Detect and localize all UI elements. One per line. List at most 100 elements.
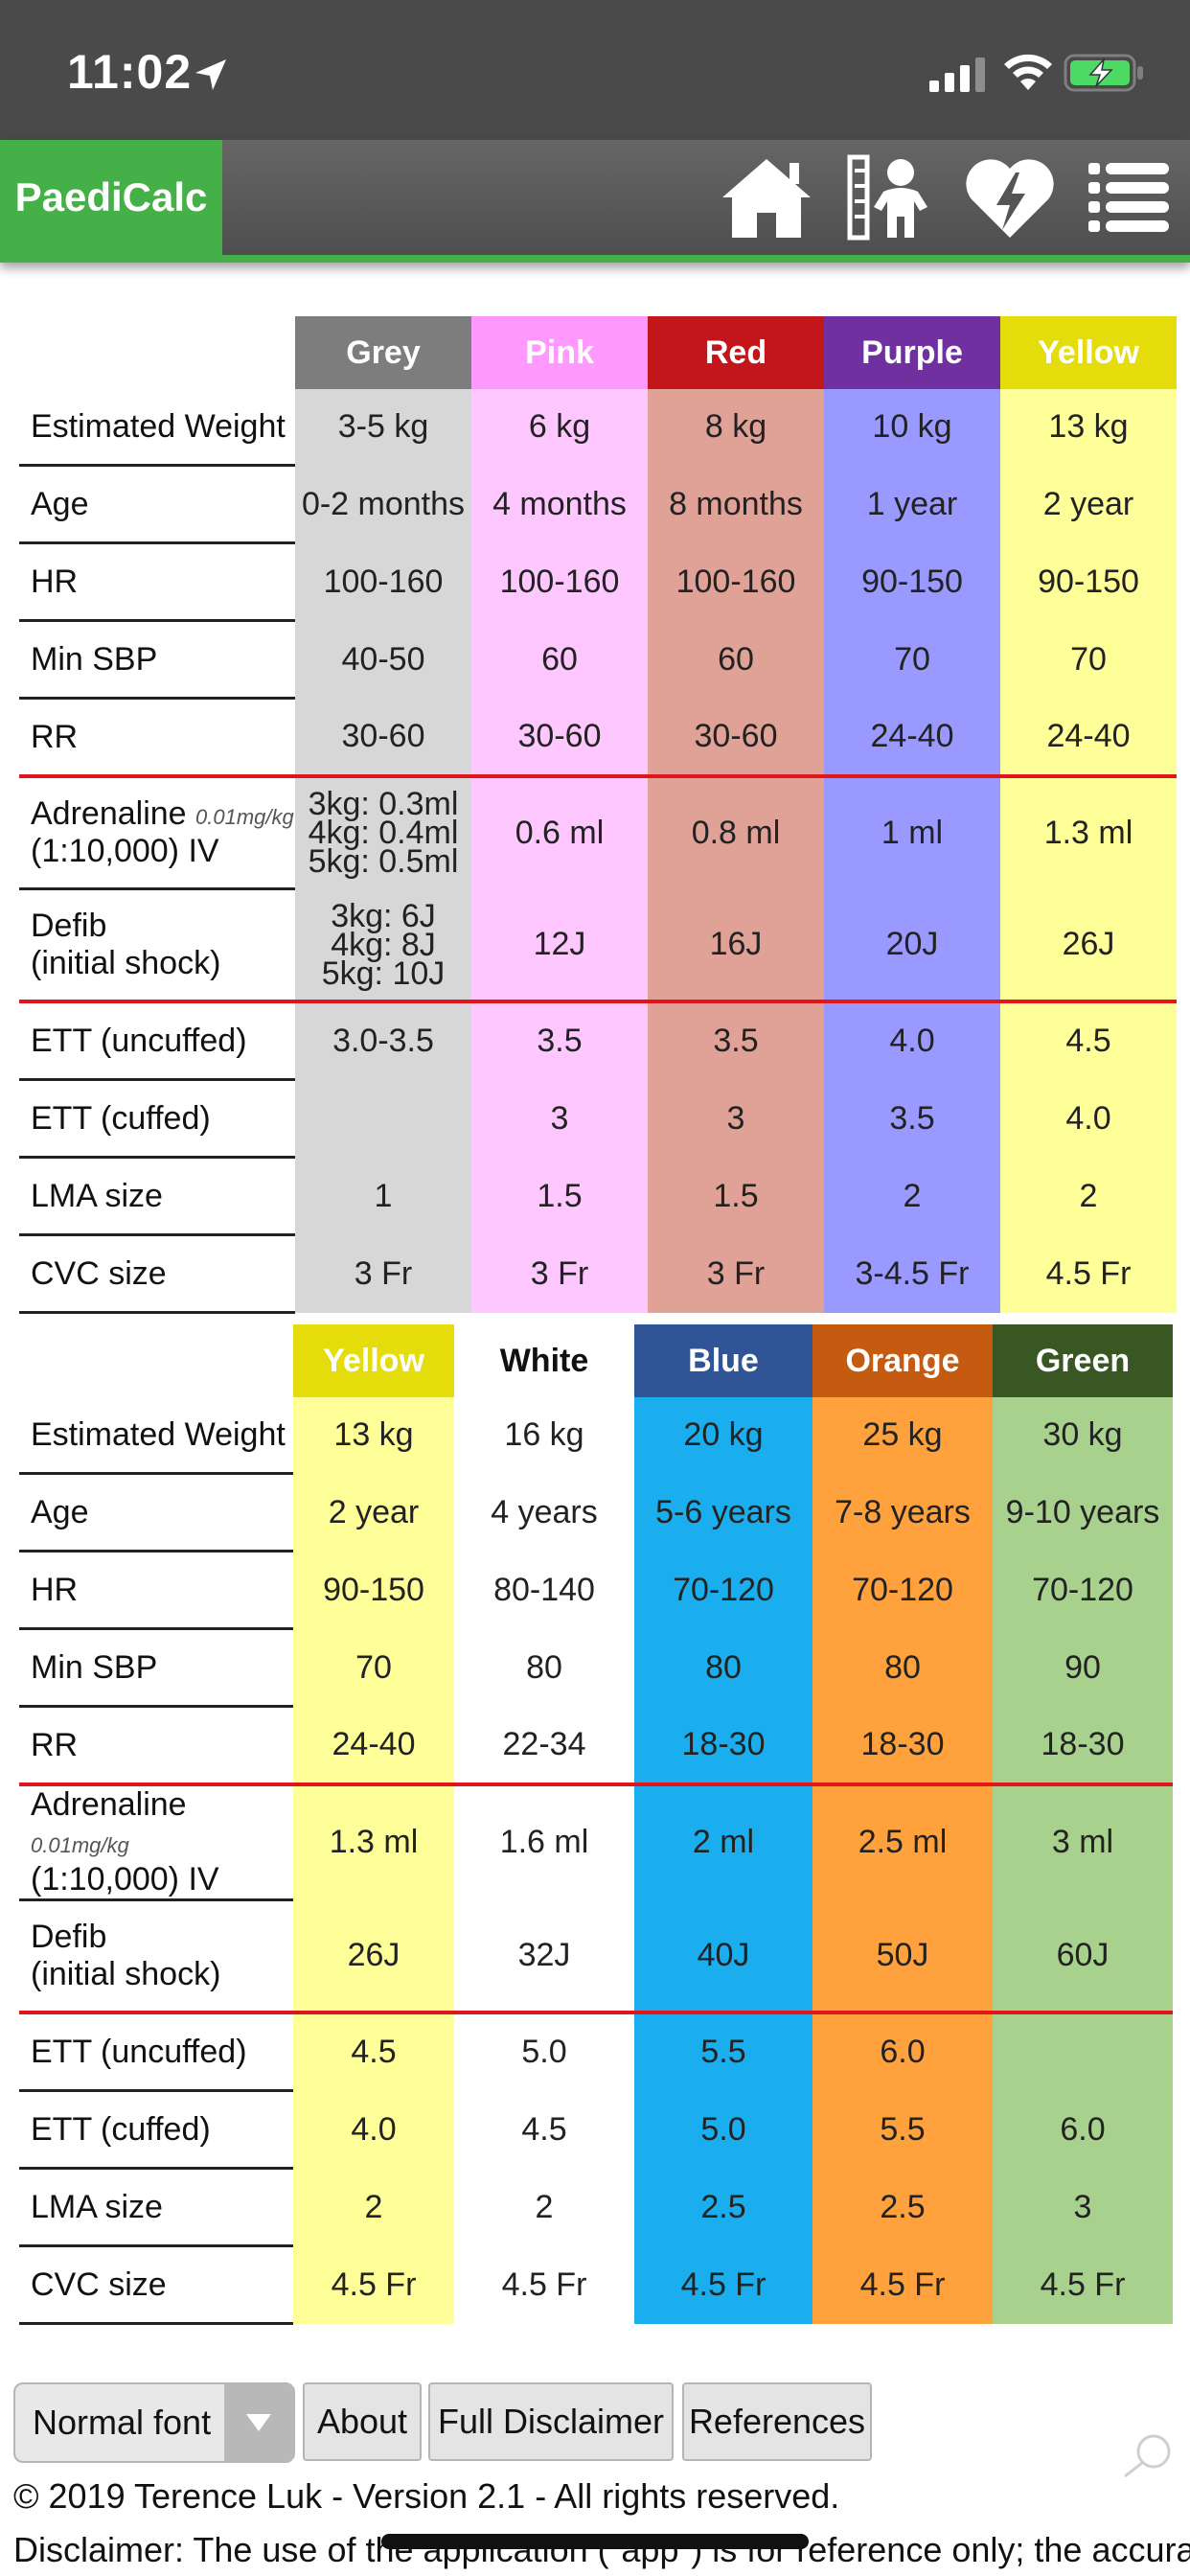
status-time: 11:02 [67,45,193,99]
row-label-text: ETT (uncuffed) [31,2033,247,2070]
row-label: Age [19,1473,293,1552]
row-label: Defib (initial shock) [19,888,295,1003]
table-cell: 3 Fr [471,1234,648,1313]
row-label: Age [19,465,295,544]
table-cell: 2 [293,2168,454,2246]
table-cell: 2.5 [634,2168,812,2246]
row-label-text: RR [31,1726,79,1763]
table-cell: 40-50 [295,620,471,699]
row-label-text: Defib [31,908,107,944]
table-row: Adrenaline 0.01mg/kg (1:10,000) IV 3kg: 0.… [19,774,1177,890]
table-cell: 4.5 [454,2090,634,2169]
chevron-down-icon [224,2384,293,2461]
table-cell: 100-160 [648,542,824,621]
battery-charging-icon [1064,54,1143,92]
table-cell: 3 ml [993,1782,1173,1900]
row-label: Estimated Weight [19,1397,293,1475]
table-row: ETT (uncuffed) 4.5 5.0 5.5 6.0 [19,2011,1173,2092]
references-button[interactable]: References [682,2382,872,2461]
font-size-select[interactable]: Normal font [13,2382,295,2463]
row-label: Defib (initial shock) [19,1899,293,2014]
table-cell: 9-10 years [993,1473,1173,1552]
table-cell: 18-30 [812,1706,993,1784]
table-cell: 3 Fr [648,1234,824,1313]
table-row: ETT (cuffed) 4.0 4.5 5.0 5.5 6.0 [19,2090,1173,2170]
table-cell: 0.8 ml [648,774,824,889]
table-cell: 3-5 kg [295,389,471,466]
row-label: HR [19,1551,293,1630]
row-label: RR [19,698,295,778]
table-cell: 3 [471,1079,648,1158]
row-label-subtext: (initial shock) [31,1956,221,1992]
table-cell: 12J [471,888,648,1001]
table-cell: 20J [824,888,1000,1001]
table-cell: 1 ml [824,774,1000,889]
growth-icon[interactable] [847,153,929,242]
brand-logo[interactable]: PaediCalc [0,140,222,255]
table-cell: 70-120 [993,1551,1173,1629]
table-row: LMA size 1 1.5 1.5 2 2 [19,1157,1177,1236]
dose-unit-note: 0.01mg/kg [195,805,294,829]
menu-icon[interactable] [1088,153,1171,242]
row-label: Min SBP [19,1628,293,1708]
row-label-text: ETT (cuffed) [31,1099,211,1137]
table-cell: 25 kg [812,1397,993,1474]
table-cell: 4.5 [1000,1000,1177,1080]
row-label: ETT (uncuffed) [19,1000,295,1081]
table-cell: 5.5 [812,2090,993,2169]
column-header-purple: Purple [824,316,1000,389]
home-indicator[interactable] [381,2534,809,2549]
table-cell: 0-2 months [295,465,471,543]
column-header-red: Red [648,316,824,389]
table-cell: 40J [634,1899,812,2012]
row-label-text: RR [31,718,79,755]
table-cell: 6.0 [993,2090,1173,2169]
table-cell: 4.5 Fr [634,2245,812,2324]
table-cell: 4.0 [293,2090,454,2169]
table-cell: 70 [293,1628,454,1707]
row-label-text: LMA size [31,1177,163,1214]
table-cell: 70-120 [812,1551,993,1629]
table-corner [19,1324,293,1397]
row-label-text: Adrenaline [31,1786,187,1823]
table-cell: 3 Fr [295,1234,471,1313]
table-cell: 6.0 [812,2011,993,2091]
heart-defib-icon[interactable] [962,153,1058,242]
table-cell: 4.0 [824,1000,1000,1080]
row-label-text: Min SBP [31,1648,158,1686]
home-icon[interactable] [717,153,816,242]
table-cell: 4.5 Fr [1000,1234,1177,1313]
table-row: Estimated Weight 3-5 kg 6 kg 8 kg 10 kg 13 kg [19,389,1177,467]
table-row: Min SBP 70 80 80 80 90 [19,1628,1173,1708]
table-cell: 24-40 [293,1706,454,1784]
table-row: RR 24-40 22-34 18-30 18-30 18-30 [19,1706,1173,1786]
table-cell: 3-4.5 Fr [824,1234,1000,1313]
app-header: PaediCalc [0,140,1190,263]
table-cell: 100-160 [295,542,471,621]
row-label: ETT (cuffed) [19,2090,293,2170]
table-cell: 80 [812,1628,993,1707]
table-row: Age 0-2 months 4 months 8 months 1 year 2 yea… [19,465,1177,544]
table-cell: 0.6 ml [471,774,648,889]
column-header-orange: Orange [812,1324,993,1397]
full-disclaimer-button[interactable]: Full Disclaimer [428,2382,674,2461]
dose-table-infant: Grey Pink Red Purple Yellow Estimated We… [19,316,1177,1314]
table-cell: 1.5 [471,1157,648,1235]
table-cell: 1.3 ml [1000,774,1177,889]
table-cell: 18-30 [634,1706,812,1784]
row-label-text: Estimated Weight [31,1415,286,1453]
table-cell: 70 [824,620,1000,699]
magnifier-icon[interactable] [1119,2432,1177,2480]
table-cell: 30-60 [648,698,824,776]
row-label-text: Defib [31,1919,107,1955]
table-cell [295,1079,471,1158]
table-cell: 30-60 [295,698,471,776]
column-header-blue: Blue [634,1324,812,1397]
about-button[interactable]: About [303,2382,422,2461]
column-header-white: White [454,1324,634,1397]
location-arrow-icon [195,59,226,90]
table-row: Defib (initial shock) 26J 32J 40J 50J 60J [19,1899,1173,2014]
row-label: Estimated Weight [19,389,295,467]
wifi-icon [1004,54,1052,90]
table-row: CVC size 4.5 Fr 4.5 Fr 4.5 Fr 4.5 Fr 4.5 Fr [19,2245,1173,2325]
